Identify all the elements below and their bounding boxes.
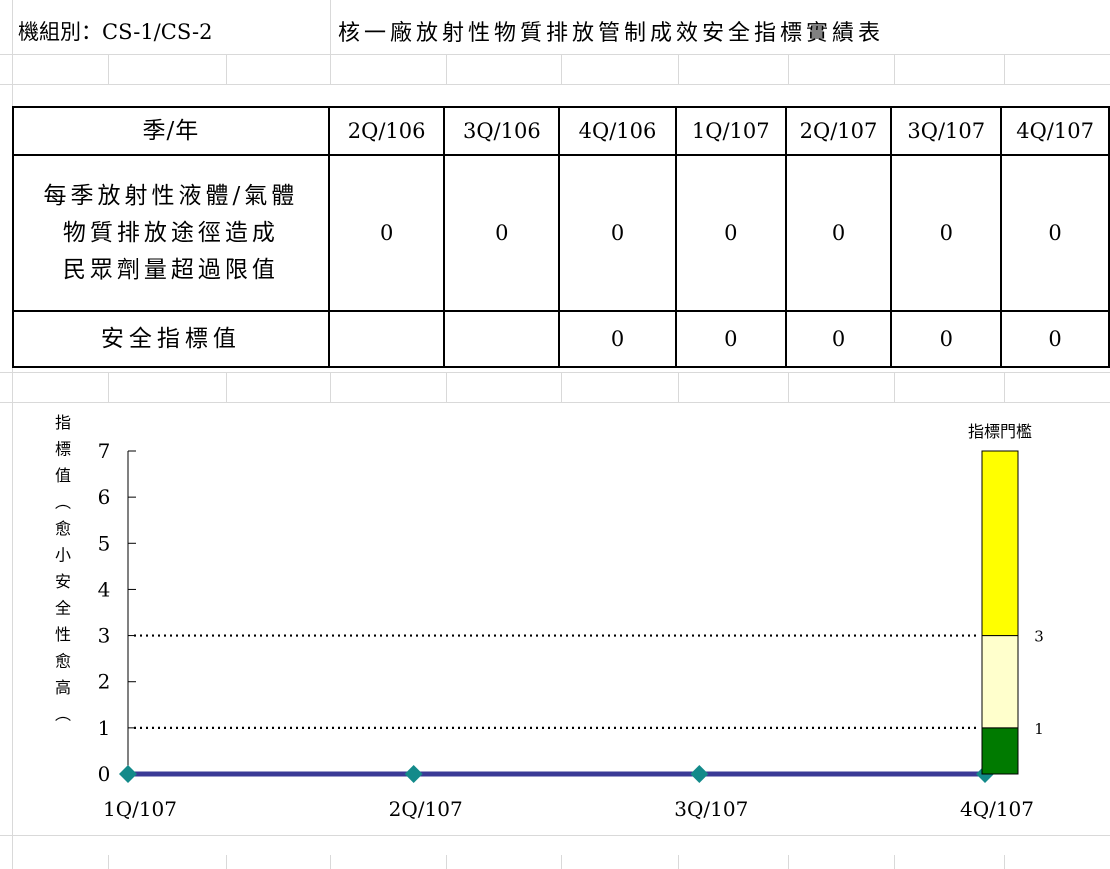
- x-tick-label: 2Q/107: [389, 797, 463, 821]
- value-cell: 0: [784, 154, 893, 312]
- row-label-line: 民眾劑量超過限值: [62, 256, 279, 283]
- value-cell: 0: [890, 154, 1003, 312]
- value-cell: 0: [558, 310, 677, 368]
- quarter-header-cell: 季/年: [12, 106, 330, 156]
- x-tick-label: 3Q/107: [674, 797, 748, 821]
- y-axis-label-char: 全: [55, 599, 71, 618]
- quarter-cell: 2Q/106: [327, 106, 446, 156]
- value-cell: 0: [674, 154, 787, 312]
- value-cell: 0: [784, 310, 893, 368]
- y-tick-label: 0: [98, 762, 111, 786]
- y-tick-label: 1: [98, 716, 111, 740]
- quarter-cell: 3Q/106: [443, 106, 561, 156]
- y-axis-label-char: ︵: [55, 705, 71, 724]
- y-axis-label-char: 安: [55, 572, 71, 591]
- threshold-bar-segment: [981, 727, 1019, 775]
- unit-label: 機組別：CS-1/CS-2: [18, 20, 213, 44]
- threshold-value-label: 1: [1034, 720, 1044, 738]
- quarter-cell: 2Q/107: [784, 106, 893, 156]
- value-cell: 0: [1000, 154, 1110, 312]
- data-point: [690, 765, 709, 783]
- y-axis-label-char: 值: [55, 466, 71, 485]
- quarter-cell: 4Q/107: [1000, 106, 1110, 156]
- row-label-indicator: 安全指標值: [12, 310, 330, 368]
- value-cell: [327, 310, 446, 368]
- value-cell: 0: [327, 154, 446, 312]
- y-axis-label-char: ︵: [55, 493, 71, 512]
- y-axis-label-char: 小: [55, 546, 71, 565]
- row-label-line: 安全指標值: [100, 325, 241, 352]
- value-cell: [443, 310, 561, 368]
- x-tick-label: 1Q/107: [103, 797, 177, 821]
- data-point: [404, 765, 423, 783]
- y-tick-label: 6: [98, 485, 111, 509]
- value-cell: 0: [1000, 310, 1110, 368]
- y-axis-label-char: 指: [55, 413, 71, 432]
- threshold-bar-label: 指標門檻: [968, 422, 1032, 441]
- row-label-line: 每季放射性液體/氣體: [43, 182, 299, 209]
- quarter-cell: 1Q/107: [674, 106, 787, 156]
- y-tick-label: 3: [98, 624, 111, 648]
- y-tick-label: 7: [98, 439, 111, 463]
- table-row: 安全指標值 0 0 0 0 0: [12, 310, 1110, 368]
- indicator-table: 季/年 2Q/106 3Q/106 4Q/106 1Q/107 2Q/107 3…: [12, 106, 1110, 368]
- threshold-bar-segment: [981, 635, 1019, 729]
- x-tick-label: 4Q/107: [960, 797, 1034, 821]
- value-cell: 0: [890, 310, 1003, 368]
- y-axis-label-char: 高: [55, 678, 71, 697]
- y-tick-label: 4: [98, 577, 111, 601]
- quarter-cell: 4Q/106: [558, 106, 677, 156]
- y-axis-label-char: 性: [55, 625, 71, 644]
- header-row: 季/年 2Q/106 3Q/106 4Q/106 1Q/107 2Q/107 3…: [12, 106, 1110, 156]
- value-cell: 0: [443, 154, 561, 312]
- row-label-line: 物質排放途徑造成: [62, 219, 279, 246]
- y-axis-label-char: 愈: [55, 519, 71, 538]
- threshold-bar-segment: [981, 450, 1019, 637]
- value-cell: 0: [558, 154, 677, 312]
- y-tick-label: 5: [98, 531, 111, 555]
- y-axis-label-char: 標: [55, 440, 71, 459]
- row-label-dose: 每季放射性液體/氣體 物質排放途徑造成 民眾劑量超過限值: [12, 154, 330, 312]
- y-axis-label-char: 愈: [55, 652, 71, 671]
- value-cell: 0: [674, 310, 787, 368]
- quarter-cell: 3Q/107: [890, 106, 1003, 156]
- table-row: 每季放射性液體/氣體 物質排放途徑造成 民眾劑量超過限值 0 0 0 0 0 0…: [12, 154, 1110, 312]
- data-point: [119, 765, 137, 783]
- threshold-value-label: 3: [1034, 628, 1044, 646]
- page-title: 核一廠放射性物質排放管制成效安全指標實績表: [338, 21, 885, 46]
- y-tick-label: 2: [98, 670, 111, 694]
